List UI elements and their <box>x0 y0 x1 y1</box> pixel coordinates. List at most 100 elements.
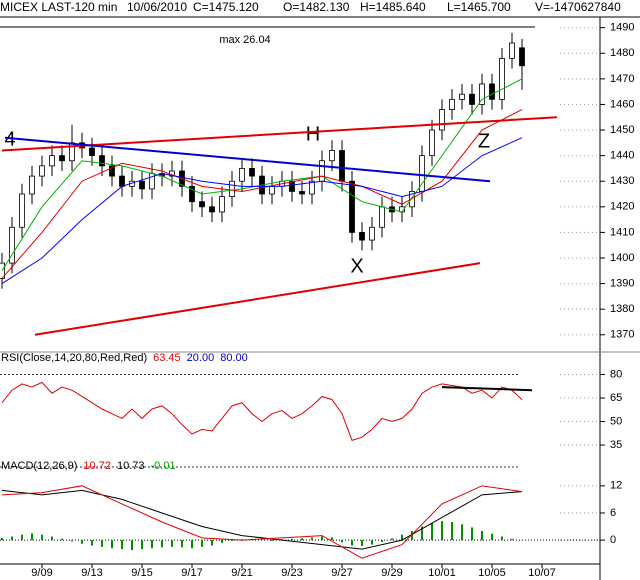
annotation: max 26.04 <box>219 34 270 46</box>
histogram-bar <box>351 540 353 546</box>
histogram-bar <box>471 527 473 541</box>
title-part: 10.72 <box>83 460 111 472</box>
histogram-bar <box>301 538 303 541</box>
x-tick-label: 9/09 <box>31 567 52 579</box>
histogram-bar <box>31 533 33 541</box>
panel-title: RSI(Close,14,20,80,Red,Red) 63.45 20.00 80.… <box>1 352 248 364</box>
histogram-bar <box>391 538 393 541</box>
histogram-bar <box>491 533 493 541</box>
header-item: 10/06/2010 <box>127 0 187 14</box>
annotation: Z <box>478 130 490 152</box>
header-item: MICEX LAST-120 min <box>0 0 117 14</box>
candle-body <box>359 232 365 241</box>
title-part: RSI(Close,14,20,80,Red,Red) <box>1 352 147 364</box>
indicator-line <box>1 137 523 285</box>
histogram-bar <box>181 540 183 548</box>
candle-body <box>329 150 335 162</box>
y-tick-label: 50 <box>610 415 622 427</box>
histogram-bar <box>341 540 343 543</box>
candle-body <box>229 180 235 197</box>
histogram-bar <box>21 534 23 541</box>
header-item: V=-1470627840 <box>535 0 621 14</box>
histogram-bar <box>71 540 73 542</box>
candle-body <box>299 191 305 195</box>
candle-body <box>459 93 465 100</box>
indicator-line <box>1 489 523 550</box>
x-tick-label: 10/07 <box>528 567 556 579</box>
histogram-bar <box>101 540 103 547</box>
candle-body <box>499 57 505 100</box>
y-tick-label: 6 <box>610 507 616 519</box>
histogram-bar <box>141 540 143 550</box>
candle-body <box>39 165 45 177</box>
candle-body <box>449 98 455 110</box>
x-tick-label: 10/05 <box>478 567 506 579</box>
y-tick-label: 1470 <box>610 73 634 85</box>
y-tick-label: 35 <box>610 439 622 451</box>
histogram-bar <box>291 538 293 541</box>
header-item: C=1475.120 <box>193 0 259 14</box>
histogram-bar <box>271 540 273 542</box>
histogram-bar <box>431 522 433 541</box>
histogram-bar <box>331 537 333 541</box>
histogram-bar <box>461 524 463 541</box>
histogram-bar <box>481 531 483 541</box>
header-item: O=1482.130 <box>283 0 350 14</box>
histogram-bar <box>311 537 313 541</box>
candle-body <box>99 155 105 167</box>
y-tick-label: 1390 <box>610 277 634 289</box>
histogram-bar <box>51 536 53 541</box>
candle-body <box>469 93 475 105</box>
x-tick-label: 10/01 <box>428 567 456 579</box>
y-tick-label: 1480 <box>610 47 634 59</box>
histogram-bar <box>521 540 523 541</box>
histogram-bar <box>321 536 323 541</box>
histogram-bar <box>451 522 453 541</box>
y-tick-label: 1430 <box>610 175 634 187</box>
y-tick-label: 1460 <box>610 98 634 110</box>
histogram-bar <box>81 540 83 544</box>
candle-body <box>289 180 295 192</box>
candle-body <box>109 165 115 177</box>
candle-body <box>249 168 255 177</box>
annotation: H <box>306 123 320 145</box>
x-tick-label: 9/27 <box>331 567 352 579</box>
y-tick-label: 12 <box>610 480 622 492</box>
y-tick-label: 1380 <box>610 303 634 315</box>
title-part: 10.73 <box>117 460 145 472</box>
histogram-bar <box>131 540 133 551</box>
histogram-bar <box>171 540 173 547</box>
histogram-bar <box>401 534 403 541</box>
candle-body <box>9 226 15 264</box>
candle-body <box>339 150 345 182</box>
histogram-bar <box>421 526 423 541</box>
title-part: MACD(12,26,9) <box>1 460 77 472</box>
panel-title: MACD(12,26,9) 10.72 10.73 -0.01 <box>1 460 176 472</box>
y-tick-label: 1440 <box>610 150 634 162</box>
histogram-bar <box>441 521 443 541</box>
candle-body <box>89 147 95 157</box>
histogram-bar <box>1 537 3 541</box>
x-tick-label: 9/15 <box>131 567 152 579</box>
histogram-bar <box>381 540 383 542</box>
y-tick-label: 1420 <box>610 201 634 213</box>
candle-body <box>49 155 55 167</box>
histogram-bar <box>371 540 373 545</box>
trend-line <box>4 136 491 183</box>
rsi-line <box>1 381 523 441</box>
candle-body <box>369 226 375 241</box>
title-part: -0.01 <box>150 460 175 472</box>
histogram-bar <box>61 538 63 541</box>
candle-body <box>439 109 445 131</box>
y-tick-label: 1490 <box>610 22 634 34</box>
indicator-line <box>1 109 523 279</box>
y-tick-label: 1450 <box>610 124 634 136</box>
candle-body <box>59 155 65 162</box>
candle-body <box>199 201 205 208</box>
histogram-bar <box>91 540 93 546</box>
histogram-bar <box>361 540 363 546</box>
candle-body <box>519 47 525 67</box>
candle-body <box>379 206 385 228</box>
candle-body <box>29 175 35 195</box>
candle-body <box>239 168 245 182</box>
